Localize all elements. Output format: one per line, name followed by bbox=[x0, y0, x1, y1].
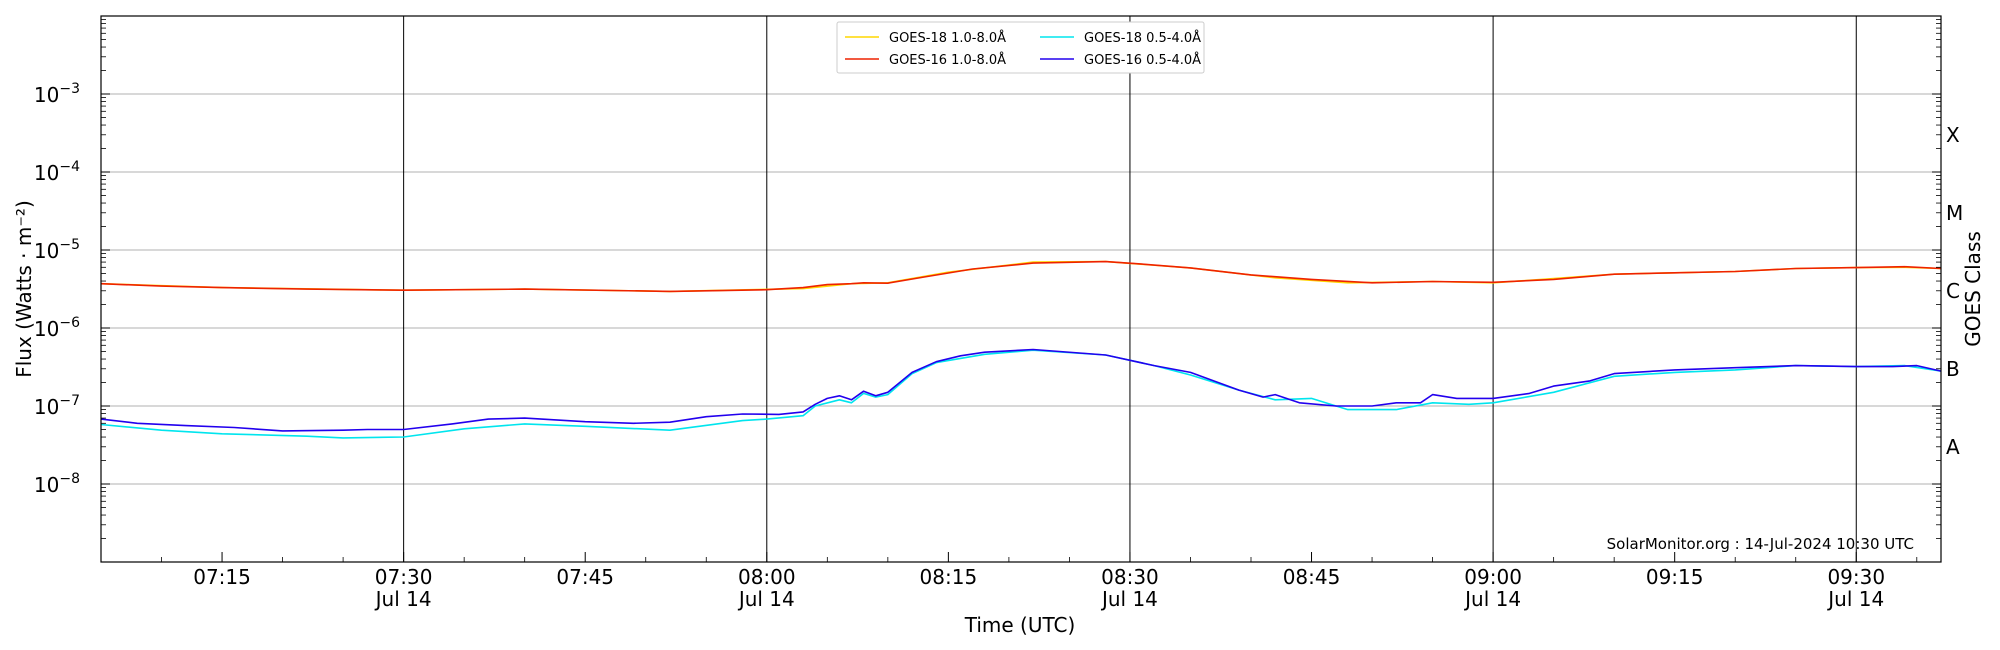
x-tick-label: 08:45 bbox=[1283, 565, 1341, 589]
x-tick-label: 08:15 bbox=[920, 565, 978, 589]
y-tick-labels: 10−8 10−7 10−6 10−5 10−4 10−3 bbox=[34, 81, 80, 497]
right-axis-title: GOES Class bbox=[1961, 231, 1985, 347]
legend-label: GOES-18 1.0-8.0Å bbox=[889, 30, 1006, 46]
goes-class-label: B bbox=[1946, 357, 1960, 381]
y-tick-label: 10−7 bbox=[34, 393, 80, 419]
x-tick-label: 09:00 bbox=[1464, 565, 1522, 589]
goes-class-labels: A B C M X bbox=[1946, 123, 1963, 459]
series-line-4 bbox=[100, 348, 1942, 432]
y-tick-label: 10−4 bbox=[34, 159, 80, 185]
legend-label: GOES-16 1.0-8.0Å bbox=[889, 52, 1006, 68]
series-line-1 bbox=[100, 260, 1942, 293]
y-tick-label: 10−5 bbox=[34, 237, 80, 263]
x-tick-label: 07:15 bbox=[193, 565, 251, 589]
x-tick-label: 08:00 bbox=[738, 565, 796, 589]
x-tick-label: 09:30 bbox=[1827, 565, 1885, 589]
y-axis-title: Flux (Watts · m⁻²) bbox=[12, 200, 36, 378]
x-tick-sublabel: Jul 14 bbox=[1100, 587, 1158, 611]
legend-label: GOES-18 0.5-4.0Å bbox=[1084, 30, 1201, 46]
y-tick-label: 10−6 bbox=[34, 315, 80, 341]
x-tick-label: 07:30 bbox=[375, 565, 433, 589]
x-tick-label: 07:45 bbox=[556, 565, 614, 589]
credit-text: SolarMonitor.org : 14-Jul-2024 10:30 UTC bbox=[1607, 535, 1914, 553]
x-tick-label: 08:30 bbox=[1101, 565, 1159, 589]
y-tick-label: 10−3 bbox=[34, 81, 80, 107]
y-tick-label: 10−8 bbox=[34, 471, 80, 497]
goes-class-label: X bbox=[1946, 123, 1960, 147]
x-tick-sublabel: Jul 14 bbox=[737, 587, 795, 611]
legend-label: GOES-16 0.5-4.0Å bbox=[1084, 52, 1201, 68]
series-line-3 bbox=[100, 349, 1942, 439]
x-tick-sublabel: Jul 14 bbox=[1826, 587, 1884, 611]
goes-class-label: A bbox=[1946, 435, 1960, 459]
x-tick-sublabel: Jul 14 bbox=[1463, 587, 1521, 611]
axis-ticks bbox=[100, 19, 1941, 562]
series-layer bbox=[100, 260, 1942, 439]
vertical-time-lines bbox=[403, 16, 1857, 562]
x-axis-title: Time (UTC) bbox=[964, 613, 1076, 637]
goes-class-label: C bbox=[1946, 279, 1960, 303]
plot-frame bbox=[100, 15, 1942, 563]
legend: GOES-18 1.0-8.0Å GOES-16 1.0-8.0Å GOES-18 … bbox=[836, 21, 1205, 74]
series-line-2 bbox=[100, 260, 1942, 293]
x-tick-sublabel: Jul 14 bbox=[374, 587, 432, 611]
grid-layer bbox=[101, 93, 1941, 485]
x-tick-label: 09:15 bbox=[1646, 565, 1704, 589]
goes-class-label: M bbox=[1946, 201, 1963, 225]
legend-box bbox=[836, 21, 1205, 74]
